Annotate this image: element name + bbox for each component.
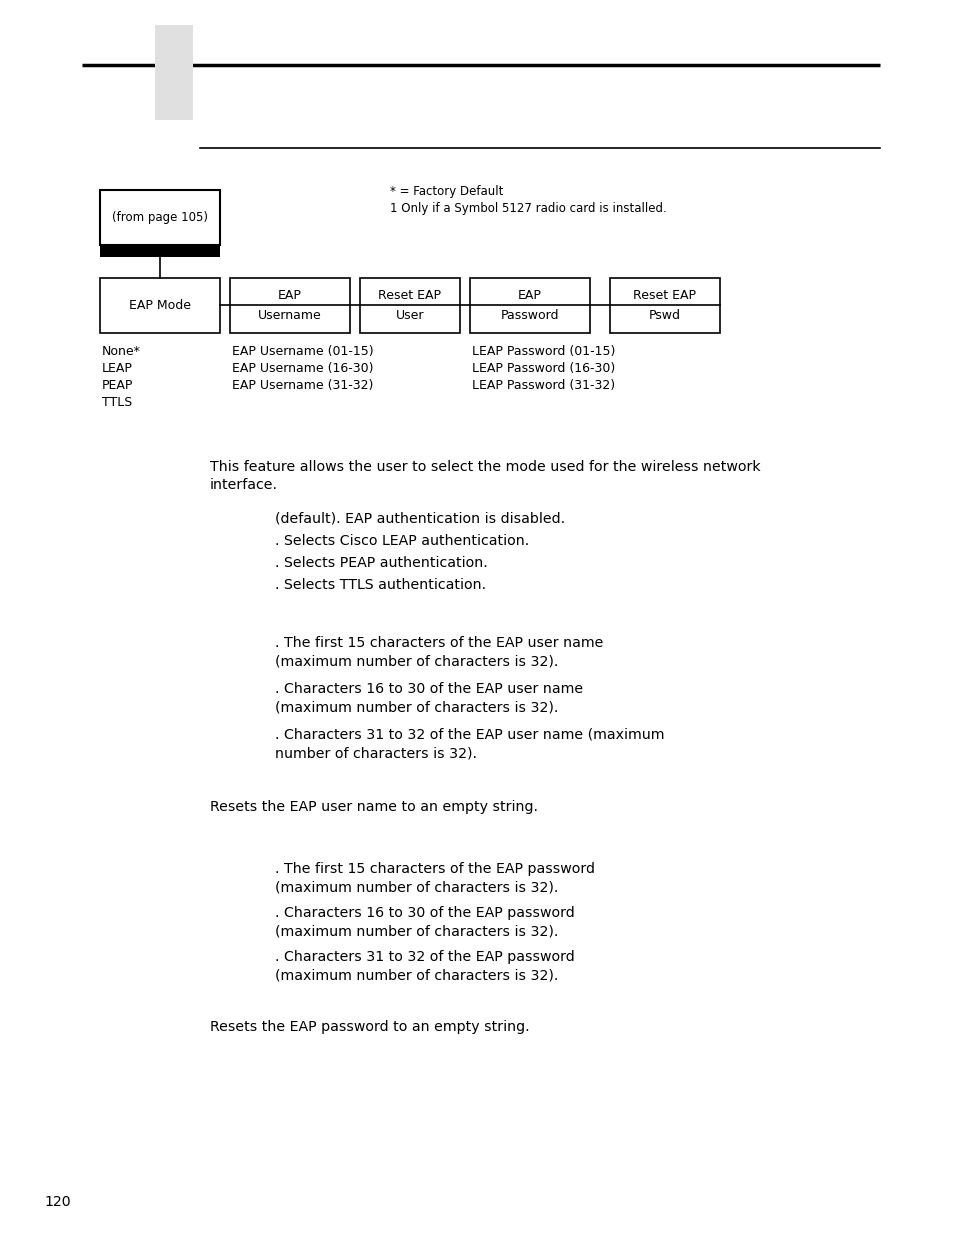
Text: * = Factory Default: * = Factory Default [390, 185, 503, 198]
Text: None*: None* [102, 345, 141, 358]
Text: (default). EAP authentication is disabled.: (default). EAP authentication is disable… [274, 513, 564, 526]
Text: (from page 105): (from page 105) [112, 211, 208, 224]
Text: EAP: EAP [517, 289, 541, 303]
Bar [100, 245, 220, 257]
Text: . Characters 16 to 30 of the EAP user name
(maximum number of characters is 32).: . Characters 16 to 30 of the EAP user na… [274, 682, 582, 714]
Text: Password: Password [500, 309, 558, 322]
Text: This feature allows the user to select the mode used for the wireless network
in: This feature allows the user to select t… [210, 459, 760, 493]
Bar [470, 278, 589, 333]
Text: 1 Only if a Symbol 5127 radio card is installed.: 1 Only if a Symbol 5127 radio card is in… [390, 203, 666, 215]
Text: Resets the EAP user name to an empty string.: Resets the EAP user name to an empty str… [210, 800, 537, 814]
Bar [100, 278, 220, 333]
Text: PEAP: PEAP [102, 379, 133, 391]
Text: User: User [395, 309, 424, 322]
Text: LEAP Password (01-15): LEAP Password (01-15) [472, 345, 615, 358]
Text: TTLS: TTLS [102, 396, 132, 409]
Text: LEAP Password (16-30): LEAP Password (16-30) [472, 362, 615, 375]
Text: Resets the EAP password to an empty string.: Resets the EAP password to an empty stri… [210, 1020, 529, 1034]
Text: . Characters 31 to 32 of the EAP password
(maximum number of characters is 32).: . Characters 31 to 32 of the EAP passwor… [274, 950, 574, 982]
Text: 120: 120 [44, 1195, 71, 1209]
Text: Username: Username [258, 309, 321, 322]
Bar [154, 25, 193, 120]
Text: EAP: EAP [277, 289, 301, 303]
Text: Reset EAP: Reset EAP [633, 289, 696, 303]
Bar [230, 278, 350, 333]
Text: . The first 15 characters of the EAP user name
(maximum number of characters is : . The first 15 characters of the EAP use… [274, 636, 602, 668]
Text: Pswd: Pswd [648, 309, 680, 322]
Text: Reset EAP: Reset EAP [378, 289, 441, 303]
Text: . Selects TTLS authentication.: . Selects TTLS authentication. [274, 578, 486, 592]
Bar [359, 278, 459, 333]
Text: EAP Username (16-30): EAP Username (16-30) [232, 362, 374, 375]
Text: EAP Username (01-15): EAP Username (01-15) [232, 345, 374, 358]
Text: . Characters 16 to 30 of the EAP password
(maximum number of characters is 32).: . Characters 16 to 30 of the EAP passwor… [274, 906, 574, 939]
Text: . Selects Cisco LEAP authentication.: . Selects Cisco LEAP authentication. [274, 534, 529, 548]
Text: . The first 15 characters of the EAP password
(maximum number of characters is 3: . The first 15 characters of the EAP pas… [274, 862, 595, 894]
Text: . Characters 31 to 32 of the EAP user name (maximum
number of characters is 32).: . Characters 31 to 32 of the EAP user na… [274, 727, 664, 761]
Text: LEAP: LEAP [102, 362, 132, 375]
Bar [609, 278, 720, 333]
Text: . Selects PEAP authentication.: . Selects PEAP authentication. [274, 556, 487, 571]
Text: EAP Username (31-32): EAP Username (31-32) [232, 379, 373, 391]
Text: LEAP Password (31-32): LEAP Password (31-32) [472, 379, 615, 391]
Text: EAP Mode: EAP Mode [129, 299, 191, 312]
Bar [100, 190, 220, 245]
